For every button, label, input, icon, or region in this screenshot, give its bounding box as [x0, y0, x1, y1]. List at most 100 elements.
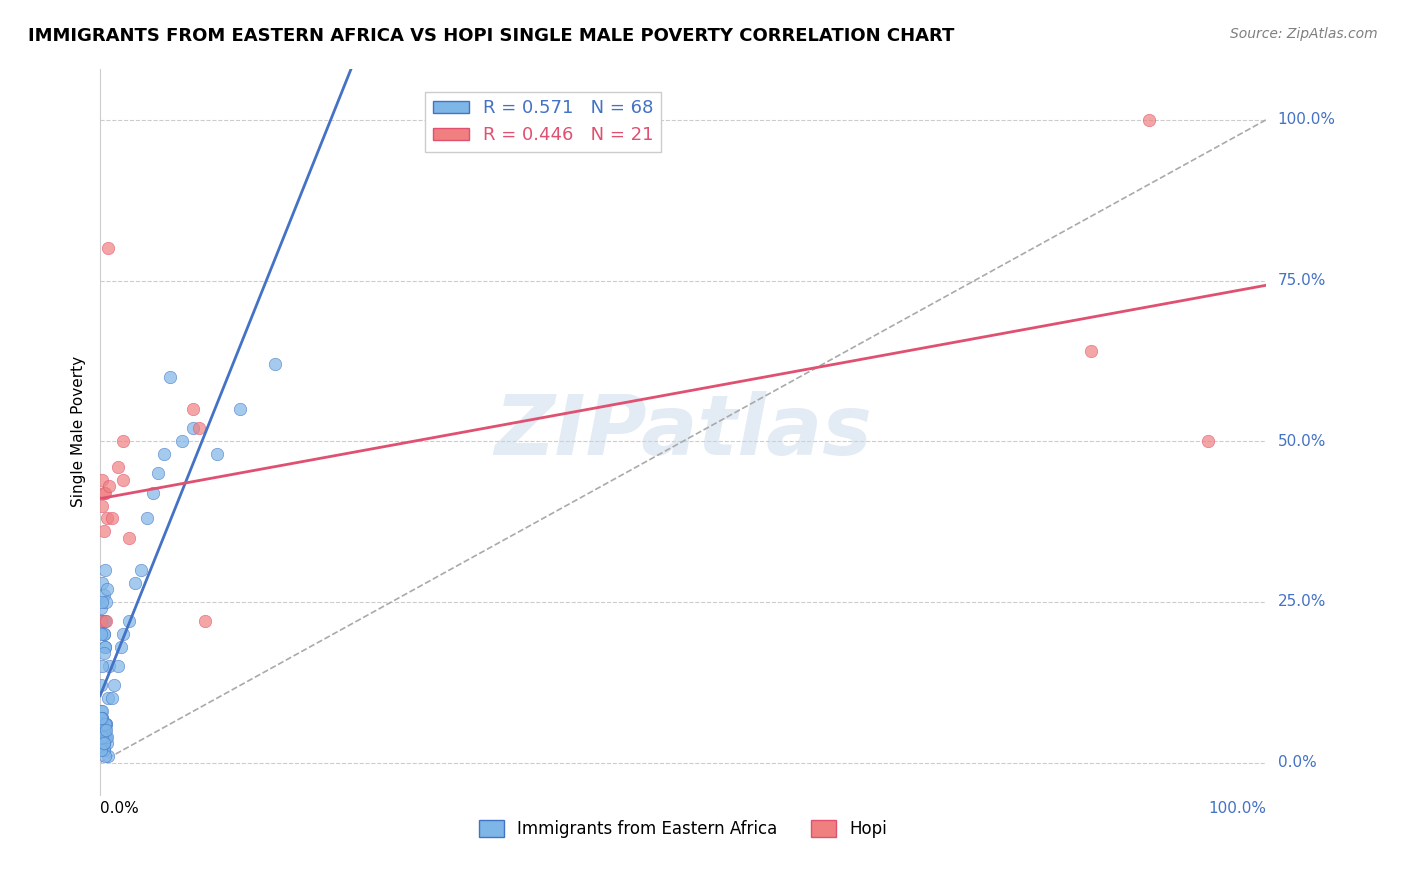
Y-axis label: Single Male Poverty: Single Male Poverty [72, 356, 86, 508]
Immigrants from Eastern Africa [94, 640, 117, 654]
Immigrants from Eastern Africa [124, 575, 146, 590]
Immigrants from Eastern Africa [94, 717, 117, 731]
Text: 0.0%: 0.0% [100, 801, 139, 816]
Immigrants from Eastern Africa [94, 723, 117, 738]
Immigrants from Eastern Africa [97, 749, 120, 764]
Immigrants from Eastern Africa [229, 402, 252, 417]
Text: 100.0%: 100.0% [1208, 801, 1265, 816]
Immigrants from Eastern Africa [91, 730, 114, 744]
Hopi [112, 434, 135, 449]
Immigrants from Eastern Africa [129, 563, 152, 577]
Hopi [91, 499, 114, 513]
Hopi [94, 614, 117, 628]
Hopi [96, 511, 118, 525]
Hopi [90, 614, 112, 628]
Immigrants from Eastern Africa [93, 736, 115, 750]
Immigrants from Eastern Africa [94, 723, 117, 738]
Hopi [94, 485, 117, 500]
Immigrants from Eastern Africa [91, 710, 114, 724]
Immigrants from Eastern Africa [93, 742, 115, 756]
Immigrants from Eastern Africa [94, 563, 117, 577]
Hopi [93, 485, 115, 500]
Immigrants from Eastern Africa [94, 640, 117, 654]
Immigrants from Eastern Africa [93, 736, 115, 750]
Immigrants from Eastern Africa [205, 447, 228, 461]
Immigrants from Eastern Africa [107, 659, 129, 673]
Immigrants from Eastern Africa [90, 742, 112, 756]
Hopi [101, 511, 124, 525]
Hopi [194, 614, 217, 628]
Hopi [1080, 344, 1102, 359]
Hopi [91, 473, 114, 487]
Text: ZIPatlas: ZIPatlas [494, 391, 872, 472]
Immigrants from Eastern Africa [93, 723, 115, 738]
Immigrants from Eastern Africa [96, 582, 118, 596]
Immigrants from Eastern Africa [90, 710, 112, 724]
Hopi [1197, 434, 1219, 449]
Immigrants from Eastern Africa [264, 357, 287, 371]
Immigrants from Eastern Africa [98, 659, 121, 673]
Immigrants from Eastern Africa [97, 691, 120, 706]
Immigrants from Eastern Africa [93, 627, 115, 641]
Immigrants from Eastern Africa [90, 723, 112, 738]
Immigrants from Eastern Africa [101, 691, 124, 706]
Immigrants from Eastern Africa [91, 723, 114, 738]
Immigrants from Eastern Africa [91, 704, 114, 718]
Text: IMMIGRANTS FROM EASTERN AFRICA VS HOPI SINGLE MALE POVERTY CORRELATION CHART: IMMIGRANTS FROM EASTERN AFRICA VS HOPI S… [28, 27, 955, 45]
Immigrants from Eastern Africa [118, 614, 141, 628]
Legend: Immigrants from Eastern Africa, Hopi: Immigrants from Eastern Africa, Hopi [472, 813, 894, 845]
Immigrants from Eastern Africa [93, 736, 115, 750]
Immigrants from Eastern Africa [93, 730, 115, 744]
Text: Source: ZipAtlas.com: Source: ZipAtlas.com [1230, 27, 1378, 41]
Immigrants from Eastern Africa [153, 447, 176, 461]
Immigrants from Eastern Africa [91, 717, 114, 731]
Hopi [93, 524, 115, 539]
Hopi [98, 479, 121, 493]
Immigrants from Eastern Africa [94, 595, 117, 609]
Immigrants from Eastern Africa [90, 723, 112, 738]
Hopi [183, 402, 205, 417]
Immigrants from Eastern Africa [148, 467, 170, 481]
Hopi [112, 473, 135, 487]
Immigrants from Eastern Africa [90, 736, 112, 750]
Immigrants from Eastern Africa [96, 736, 118, 750]
Immigrants from Eastern Africa [94, 749, 117, 764]
Text: 50.0%: 50.0% [1278, 434, 1326, 449]
Immigrants from Eastern Africa [94, 730, 117, 744]
Immigrants from Eastern Africa [90, 601, 112, 615]
Hopi [118, 531, 141, 545]
Hopi [107, 459, 129, 474]
Immigrants from Eastern Africa [96, 730, 118, 744]
Immigrants from Eastern Africa [93, 627, 115, 641]
Text: 0.0%: 0.0% [1278, 755, 1316, 770]
Immigrants from Eastern Africa [94, 730, 117, 744]
Immigrants from Eastern Africa [135, 511, 157, 525]
Immigrants from Eastern Africa [183, 421, 205, 435]
Immigrants from Eastern Africa [94, 717, 117, 731]
Immigrants from Eastern Africa [110, 640, 132, 654]
Immigrants from Eastern Africa [91, 614, 114, 628]
Immigrants from Eastern Africa [159, 370, 181, 384]
Text: 75.0%: 75.0% [1278, 273, 1326, 288]
Immigrants from Eastern Africa [94, 614, 117, 628]
Immigrants from Eastern Africa [90, 678, 112, 692]
Immigrants from Eastern Africa [103, 678, 125, 692]
Hopi [188, 421, 211, 435]
Immigrants from Eastern Africa [170, 434, 193, 449]
Immigrants from Eastern Africa [93, 614, 115, 628]
Immigrants from Eastern Africa [93, 742, 115, 756]
Immigrants from Eastern Africa [93, 589, 115, 603]
Immigrants from Eastern Africa [91, 710, 114, 724]
Immigrants from Eastern Africa [90, 627, 112, 641]
Immigrants from Eastern Africa [90, 704, 112, 718]
Immigrants from Eastern Africa [91, 595, 114, 609]
Hopi [1137, 112, 1160, 127]
Immigrants from Eastern Africa [112, 627, 135, 641]
Hopi [97, 242, 120, 256]
Text: 100.0%: 100.0% [1278, 112, 1336, 128]
Text: 25.0%: 25.0% [1278, 594, 1326, 609]
Immigrants from Eastern Africa [93, 646, 115, 660]
Immigrants from Eastern Africa [91, 575, 114, 590]
Immigrants from Eastern Africa [91, 659, 114, 673]
Immigrants from Eastern Africa [94, 717, 117, 731]
